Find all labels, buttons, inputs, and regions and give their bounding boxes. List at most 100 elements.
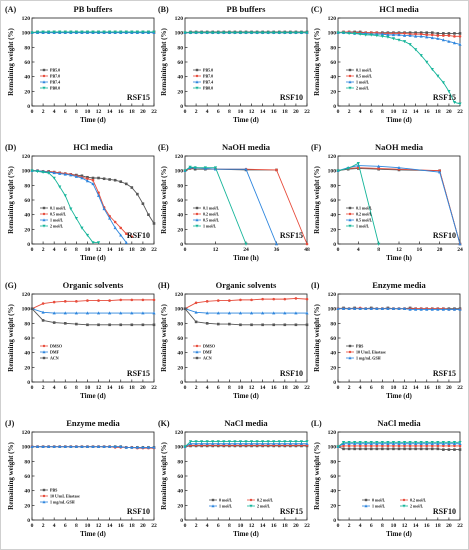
data-point — [452, 307, 457, 311]
x-tick-label: 10 — [85, 109, 91, 115]
data-point — [52, 171, 56, 175]
data-point — [392, 444, 395, 448]
x-tick-label: 22 — [151, 385, 157, 391]
data-point — [147, 213, 150, 216]
data-point — [91, 241, 95, 245]
data-point — [211, 440, 215, 444]
x-tick-label: 12 — [96, 247, 102, 253]
data-point — [41, 319, 45, 322]
x-tick-label: 10 — [238, 109, 244, 115]
legend-entry: DMF — [50, 350, 60, 355]
data-point — [194, 320, 198, 324]
x-tick-label: 12 — [96, 385, 102, 391]
data-point — [261, 31, 265, 35]
y-tick-label: 60 — [330, 336, 336, 342]
legend-entry: 2 mol/L — [410, 504, 424, 509]
data-point — [124, 240, 128, 244]
data-point — [436, 447, 440, 451]
x-tick-label: 4 — [206, 109, 209, 115]
data-point — [414, 31, 417, 34]
data-point — [183, 445, 187, 449]
data-point — [63, 322, 67, 325]
data-point — [152, 445, 156, 449]
data-point — [294, 440, 298, 444]
chart-title: PB buffers — [227, 4, 267, 14]
data-point — [102, 30, 106, 34]
data-point — [113, 30, 117, 34]
x-tick-label: 2 — [42, 523, 45, 529]
chart-panel-g: (G) Organic solvents 0 20 40 60 80 100 120 0 2 4 6 8 1… — [5, 280, 157, 400]
data-point — [397, 38, 401, 42]
y-tick-label: 100 — [22, 445, 31, 451]
x-tick-label: 22 — [304, 109, 310, 115]
y-tick-label: 80 — [330, 459, 336, 465]
data-point — [305, 442, 309, 446]
legend-swatch-marker — [42, 224, 46, 228]
x-tick-label: 8 — [381, 109, 384, 115]
x-tick-label: 12 — [402, 385, 408, 391]
x-tick-label: 0 — [184, 385, 187, 391]
x-tick-label: 22 — [457, 523, 463, 529]
x-tick-label: 14 — [107, 385, 113, 391]
chart-title: PB buffers — [74, 4, 114, 14]
data-point — [96, 30, 101, 34]
data-point — [216, 31, 220, 35]
legend-entry: 0.5 mol/L — [356, 218, 373, 223]
sample-tag: RSF15 — [280, 507, 303, 516]
data-point — [113, 178, 117, 182]
data-point — [458, 102, 462, 106]
panel-label: (I) — [311, 281, 320, 290]
data-point — [239, 323, 242, 327]
data-point — [52, 176, 56, 180]
data-point — [211, 31, 215, 35]
x-tick-label: 16 — [118, 247, 124, 253]
data-point — [135, 30, 139, 34]
y-tick-label: 40 — [177, 489, 183, 495]
data-point — [244, 31, 248, 35]
legend-entry: PB5.0 — [50, 68, 60, 73]
x-tick-label: 6 — [370, 523, 373, 529]
data-point — [391, 37, 396, 41]
data-point — [146, 445, 151, 449]
data-point — [238, 311, 243, 315]
x-tick-label: 2 — [195, 385, 198, 391]
y-tick-label: 120 — [328, 430, 337, 436]
legend-entry: ACN — [203, 356, 212, 361]
data-point — [369, 440, 373, 444]
data-point — [336, 31, 340, 35]
legend-swatch-marker — [195, 68, 199, 72]
x-tick-label: 14 — [413, 523, 419, 529]
legend-swatch-marker — [348, 68, 352, 72]
data-point — [430, 36, 434, 40]
data-point — [216, 299, 220, 302]
legend-swatch-marker — [42, 218, 46, 222]
data-point — [386, 33, 390, 37]
data-point — [425, 33, 429, 37]
x-axis-label: Time (d) — [80, 530, 106, 538]
y-tick-label: 40 — [24, 213, 30, 219]
data-point — [30, 31, 34, 35]
data-point — [183, 169, 187, 173]
x-tick-label: 8 — [228, 385, 231, 391]
legend-swatch-marker — [195, 212, 199, 216]
series-0-2-mol-l — [336, 444, 462, 448]
data-point — [419, 54, 423, 58]
x-tick-label: 12 — [213, 247, 219, 253]
data-point — [299, 440, 304, 444]
x-tick-label: 2 — [348, 385, 351, 391]
legend-entry: 0.5 mol/L — [50, 212, 67, 217]
y-tick-label: 120 — [328, 292, 337, 298]
data-point — [430, 307, 434, 311]
data-point — [347, 440, 351, 444]
x-tick-label: 10 — [85, 523, 91, 529]
x-tick-label: 4 — [359, 109, 362, 115]
x-tick-label: 6 — [370, 109, 373, 115]
chart-panel-e: (E) NaOH media 0 20 40 60 80 100 120 0 12 24 36 48 Tim… — [158, 142, 310, 262]
y-tick-label: 60 — [177, 474, 183, 480]
data-point — [419, 34, 423, 38]
series-dmf — [183, 306, 309, 315]
data-point — [58, 171, 62, 175]
x-tick-label: 14 — [260, 523, 266, 529]
x-tick-label: 22 — [151, 109, 157, 115]
